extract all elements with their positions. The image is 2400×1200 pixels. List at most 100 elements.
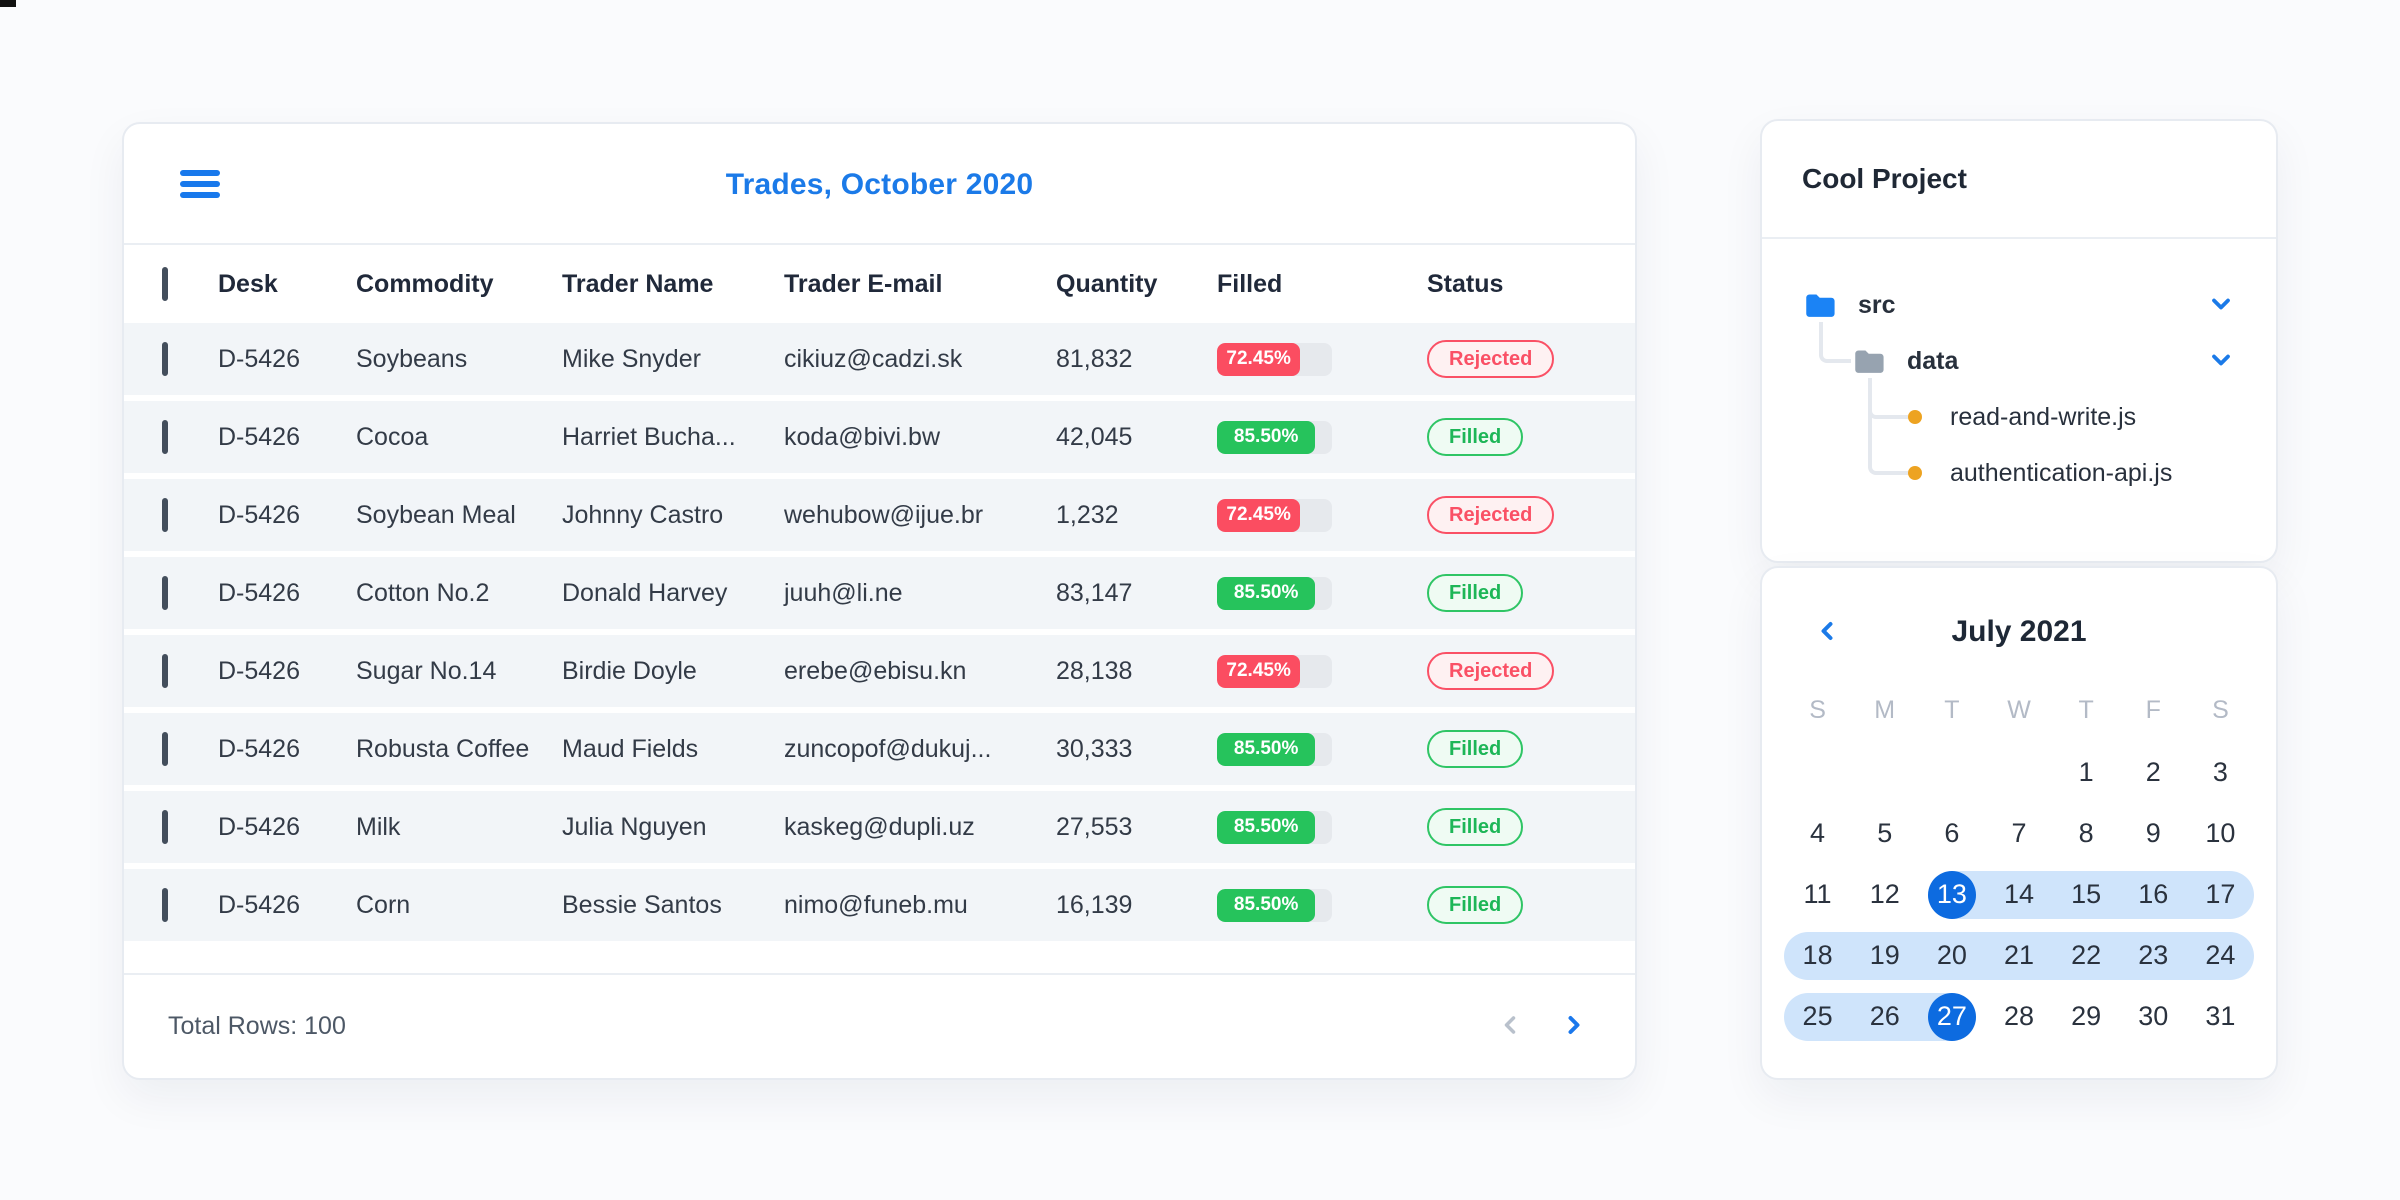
day-number: 8 <box>2078 818 2094 848</box>
cell-filled: 72.45% <box>1217 342 1427 376</box>
cell-trader-email: koda@bivi.bw <box>784 422 941 451</box>
menu-icon[interactable] <box>180 163 220 205</box>
cell-trader-name: Birdie Doyle <box>562 656 697 685</box>
cell-desk: D-5426 <box>218 578 300 607</box>
row-checkbox[interactable] <box>162 419 168 454</box>
cell-filled: 72.45% <box>1217 654 1427 688</box>
cell-commodity: Cotton No.2 <box>356 578 490 607</box>
table-row[interactable]: D-5426 Soybeans Mike Snyder cikiuz@cadzi.sk… <box>124 323 1635 401</box>
cell-trader-email: juuh@li.ne <box>784 578 903 607</box>
day-cell-empty <box>1918 742 1985 803</box>
day-number: 18 <box>1802 940 1833 970</box>
tree-connector <box>1868 378 1908 475</box>
row-checkbox[interactable] <box>162 497 168 532</box>
day-cell[interactable]: 13 <box>1918 864 1986 925</box>
day-cell[interactable]: 1 <box>2053 742 2120 803</box>
status-badge: Filled <box>1427 418 1524 456</box>
day-cell[interactable]: 11 <box>1784 864 1851 925</box>
day-cell[interactable]: 6 <box>1918 803 1985 864</box>
row-checkbox[interactable] <box>162 731 168 766</box>
day-cell[interactable]: 23 <box>2119 925 2187 986</box>
day-cell[interactable]: 27 <box>1918 986 1985 1047</box>
day-number: 11 <box>1803 879 1832 909</box>
table-row[interactable]: D-5426 Milk Julia Nguyen kaskeg@dupli.uz 27,… <box>124 791 1635 869</box>
table-row[interactable]: D-5426 Soybean Meal Johnny Castro wehubow@i… <box>124 479 1635 557</box>
day-number: 23 <box>2138 940 2169 970</box>
day-cell[interactable]: 3 <box>2187 742 2254 803</box>
cell-filled: 85.50% <box>1217 420 1427 454</box>
cell-commodity: Milk <box>356 812 401 841</box>
day-cell[interactable]: 28 <box>1985 986 2052 1047</box>
next-page-icon[interactable] <box>1557 1010 1591 1044</box>
cell-desk: D-5426 <box>218 422 300 451</box>
cell-checkbox <box>162 731 218 766</box>
day-cell[interactable]: 25 <box>1784 986 1852 1047</box>
day-cell[interactable]: 2 <box>2120 742 2187 803</box>
day-cell[interactable]: 29 <box>2053 986 2120 1047</box>
filled-progress-bar: 85.50% <box>1217 732 1332 766</box>
project-title: Cool Project <box>1802 163 1967 194</box>
day-number: 5 <box>1877 818 1893 848</box>
day-cell[interactable]: 12 <box>1851 864 1918 925</box>
day-cell[interactable]: 15 <box>2052 864 2120 925</box>
chevron-down-icon[interactable] <box>2206 290 2236 320</box>
cell-quantity: 28,138 <box>1056 656 1133 685</box>
select-all-checkbox[interactable] <box>162 266 168 301</box>
tree-item-read-and-write.js[interactable]: read-and-write.js <box>1762 389 2276 445</box>
day-cell-empty <box>1985 742 2052 803</box>
chevron-down-icon[interactable] <box>2206 346 2236 376</box>
day-cell[interactable]: 7 <box>1985 803 2052 864</box>
day-cell[interactable]: 20 <box>1918 925 1986 986</box>
day-cell[interactable]: 22 <box>2052 925 2120 986</box>
day-cell[interactable]: 5 <box>1851 803 1918 864</box>
day-cell[interactable]: 14 <box>1985 864 2053 925</box>
cell-checkbox <box>162 809 218 844</box>
day-cell[interactable]: 21 <box>1985 925 2053 986</box>
col-header-desk: Desk <box>218 269 278 298</box>
calendar-weeks: 1 2 3 4 5 6 7 8 9 10 11 12 13 14 15 16 17 18 19 20 21 22 23 24 2… <box>1784 742 2254 1047</box>
day-cell[interactable]: 19 <box>1851 925 1919 986</box>
table-row[interactable]: D-5426 Cotton No.2 Donald Harvey juuh@li.ne… <box>124 557 1635 635</box>
dow-label: T <box>2078 695 2094 724</box>
table-row[interactable]: D-5426 Cocoa Harriet Bucha... koda@bivi.bw 4… <box>124 401 1635 479</box>
tree-item-src[interactable]: src <box>1762 277 2276 333</box>
day-number: 28 <box>2003 1001 2035 1031</box>
day-cell[interactable]: 17 <box>2186 864 2254 925</box>
table-row[interactable]: D-5426 Robusta Coffee Maud Fields zuncopof@… <box>124 713 1635 791</box>
cell-status: Rejected <box>1427 652 1597 690</box>
day-cell[interactable]: 16 <box>2119 864 2187 925</box>
prev-page-icon[interactable] <box>1493 1010 1527 1044</box>
day-cell[interactable]: 26 <box>1851 986 1919 1047</box>
cell-commodity: Cocoa <box>356 422 429 451</box>
filled-progress-bar: 85.50% <box>1217 576 1332 610</box>
row-checkbox[interactable] <box>162 887 168 922</box>
calendar-week-row: 18 19 20 21 22 23 24 <box>1784 925 2254 986</box>
day-number: 15 <box>2071 879 2102 909</box>
row-checkbox[interactable] <box>162 575 168 610</box>
cell-status: Rejected <box>1427 496 1597 534</box>
day-cell[interactable]: 30 <box>2120 986 2187 1047</box>
folder-icon <box>1802 288 1836 322</box>
row-checkbox[interactable] <box>162 653 168 688</box>
day-cell[interactable]: 4 <box>1784 803 1851 864</box>
day-cell[interactable]: 8 <box>2053 803 2120 864</box>
day-cell[interactable]: 9 <box>2120 803 2187 864</box>
row-checkbox[interactable] <box>162 341 168 376</box>
filled-progress-value: 85.50% <box>1217 420 1316 454</box>
filled-progress-value: 85.50% <box>1217 888 1316 922</box>
day-cell[interactable]: 31 <box>2187 986 2254 1047</box>
table-row[interactable]: D-5426 Corn Bessie Santos nimo@funeb.mu 16,1… <box>124 869 1635 947</box>
day-cell[interactable]: 18 <box>1784 925 1852 986</box>
range-band <box>2119 870 2187 919</box>
cell-filled: 85.50% <box>1217 810 1427 844</box>
tree-item-data[interactable]: data <box>1762 333 2276 389</box>
project-card: Cool Project src data read-and-write.js aut… <box>1760 119 2278 563</box>
table-row[interactable]: D-5426 Sugar No.14 Birdie Doyle erebe@ebisu… <box>124 635 1635 713</box>
prev-month-icon[interactable] <box>1812 617 1842 647</box>
row-checkbox[interactable] <box>162 809 168 844</box>
tree-item-authentication-api.js[interactable]: authentication-api.js <box>1762 445 2276 501</box>
day-cell[interactable]: 10 <box>2187 803 2254 864</box>
cell-commodity: Sugar No.14 <box>356 656 497 685</box>
day-cell[interactable]: 24 <box>2186 925 2254 986</box>
